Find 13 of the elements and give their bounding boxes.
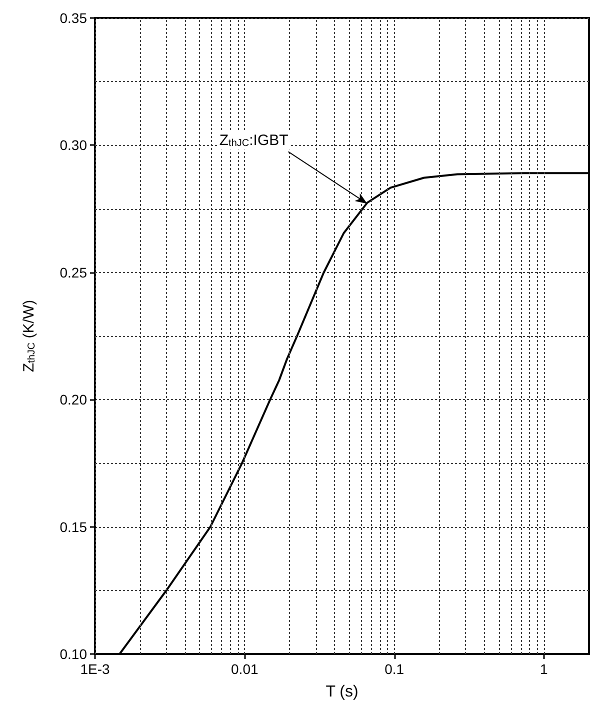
x-tick-label: 1E-3 (80, 661, 110, 677)
x-axis-title: T (s) (326, 684, 358, 700)
y-tick-label: 0.35 (60, 10, 88, 26)
annotation: ZthJC:IGBT (219, 132, 288, 150)
x-tick-label: 1 (540, 661, 548, 677)
y-axis-title: ZthJC (K/W) (20, 300, 38, 372)
y-tick-label: 0.10 (60, 646, 88, 662)
y-tick-label: 0.30 (60, 137, 88, 154)
x-tick-label: 0.01 (231, 661, 258, 677)
y-tick-label: 0.20 (60, 392, 88, 408)
y-tick-label: 0.25 (60, 264, 88, 280)
y-tick-label: 0.15 (60, 518, 88, 535)
x-tick-label: 0.1 (384, 661, 404, 677)
